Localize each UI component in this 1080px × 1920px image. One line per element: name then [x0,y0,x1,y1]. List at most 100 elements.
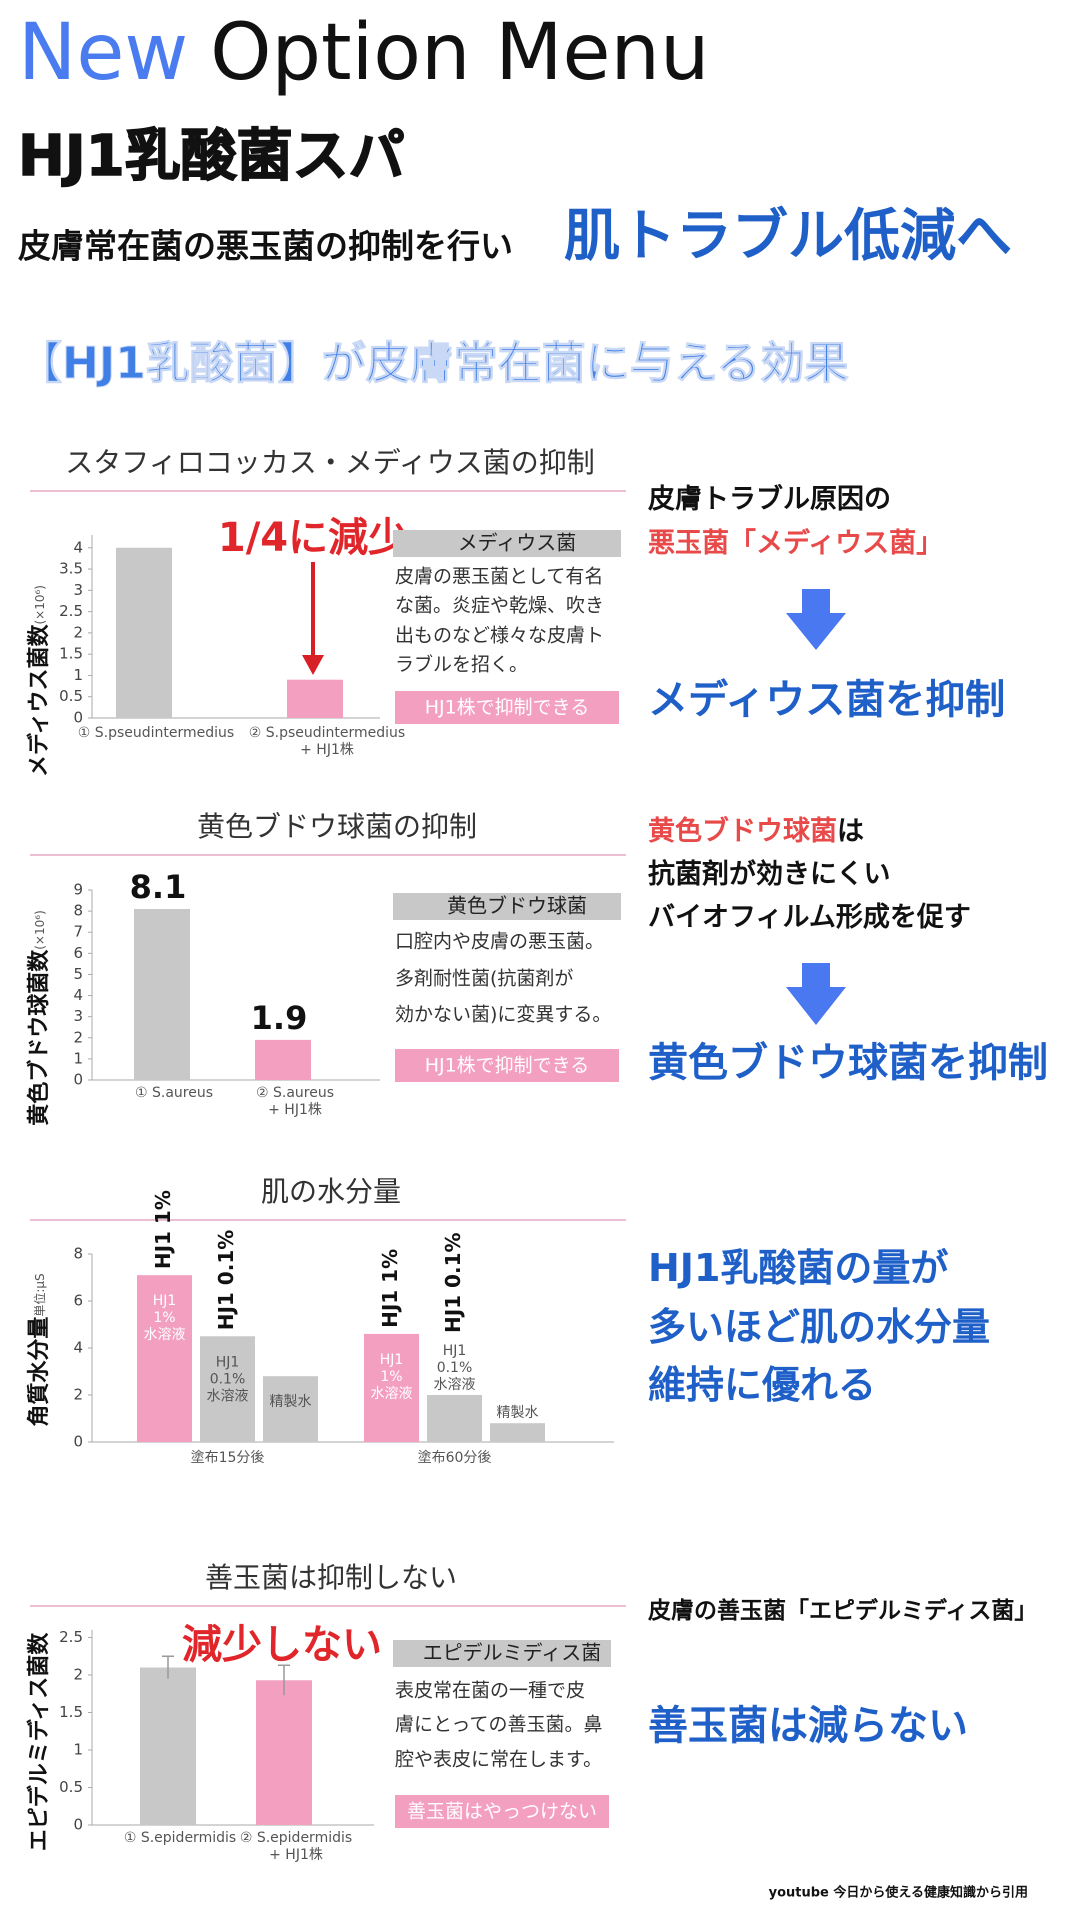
subtitle: HJ1乳酸菌スパ [18,124,405,189]
y-axis-unit: (×10⁶) [33,585,47,625]
value-label: 8.1 [130,868,187,906]
y-tick-label: 2 [73,1028,83,1046]
bar [287,679,343,718]
side-text: バイオフィルム形成を促す [648,902,971,933]
y-tick-label: 0 [73,1071,83,1089]
bar-label: 水溶液 [434,1377,476,1393]
note-body: 表皮常在菌の一種で皮 [395,1680,585,1702]
bar-label: 1% [153,1310,175,1326]
bar-label: 水溶液 [144,1327,186,1343]
note-button-label: HJ1株で抑制できる [425,1055,590,1077]
side-text-segment: は [837,816,864,847]
y-tick-label: 6 [73,1292,83,1310]
side-text-segment: 多いほど肌の水分量 [648,1305,990,1349]
down-arrow [786,589,846,650]
note-heading-bg [393,1640,611,1667]
y-tick-label: 0.5 [59,687,83,705]
y-tick-label: 4 [73,1339,83,1357]
conclusion: メディウス菌を抑制 [648,677,1005,723]
footer: youtube 今日から使える健康知識から引用 [769,1885,1028,1901]
side-text: 悪玉菌「メディウス菌」 [648,527,943,559]
y-tick-label: 3.5 [59,560,83,578]
note-body: 口腔内や皮膚の悪玉菌。 [395,931,604,953]
title-rest: Option Menu [210,8,709,98]
note-button [395,691,619,724]
conclusion: 善玉菌は減らない [648,1703,968,1749]
side-text: 黄色ブドウ球菌は [648,815,864,847]
side-text-segment: 悪玉菌「メディウス菌」 [648,527,943,559]
y-tick-label: 1.5 [59,645,83,663]
note-body: 多剤耐性菌(抗菌剤が [395,968,573,990]
main-title: New Option Menu [18,8,709,98]
bar-label: 水溶液 [371,1386,413,1402]
chart-title: 善玉菌は抑制しない [205,1561,457,1594]
side-text-segment: バイオフィルム形成を促す [648,902,971,933]
side-text-segment: HJ1乳酸菌の量が [648,1246,948,1290]
y-tick-label: 3 [73,581,83,599]
y-tick-label: 4 [73,986,83,1004]
note-body: 皮膚の悪玉菌として有名 [395,566,603,588]
note-heading: エピデルミディス菌 [423,1641,602,1665]
bar [140,1667,196,1825]
y-tick-label: 2.5 [59,1628,83,1646]
series-name: HJ1 1% [151,1190,175,1269]
note-heading: 黄色ブドウ球菌 [447,894,587,918]
y-tick-label: 5 [73,965,83,983]
chart-title: 黄色ブドウ球菌の抑制 [197,810,477,843]
bar-label: HJ1 [380,1352,404,1368]
lead: 皮膚常在菌の悪玉菌の抑制を行い [18,227,513,266]
x-tick-label: ① S.pseudintermedius [78,725,234,741]
bar-label: 水溶液 [207,1388,249,1404]
series-name: HJ1 1% [378,1249,402,1328]
bar-label: HJ1 [443,1343,467,1359]
y-tick-label: 0.5 [59,1778,83,1796]
series-name: HJ1 0.1% [441,1232,465,1333]
y-tick-label: 2 [73,1386,83,1404]
y-tick-label: 8 [73,902,83,920]
bar [200,1336,255,1442]
y-axis-title: メディウス菌数 [26,624,52,777]
y-tick-label: 2 [73,623,83,641]
note-body: 出ものなど様々な皮膚ト [395,625,604,647]
y-tick-label: 1 [73,666,83,684]
x-tick-label: 塗布60分後 [418,1449,492,1466]
chart-title: スタフィロコッカス・メディウス菌の抑制 [65,446,594,479]
y-axis-label: 黄色ブドウ球菌数(×10⁶) [26,910,52,1126]
annotation-arrowhead [302,655,324,675]
side-text-segment: 皮膚トラブル原因の [648,483,891,515]
note-body: 膚にとっての善玉菌。鼻 [395,1714,602,1736]
note-button-label: HJ1株で抑制できる [425,697,590,719]
x-tick-label: 塗布15分後 [191,1449,265,1466]
bar-label: 0.1% [210,1371,246,1387]
annotation: 減少しない [182,1622,382,1668]
y-tick-label: 0 [73,1816,83,1834]
value-label: 1.9 [251,999,308,1037]
side-text: 抗菌剤が効きにくい [648,858,890,890]
bar [116,547,172,718]
side-text: 維持に優れる [648,1363,876,1407]
note-body: 効かない菌)に変異する。 [395,1004,611,1026]
title-new: New [18,8,188,98]
side-text-segment: 皮膚の善玉菌「エピデルミディス菌」 [648,1597,1037,1624]
bar-label: 精製水 [497,1405,539,1421]
y-tick-label: 7 [73,923,83,941]
side-text-segment: 黄色ブドウ球菌 [648,815,837,847]
note-body: な菌。炎症や乾燥、吹き [395,595,604,617]
note-button-label: 善玉菌はやっつけない [407,1801,597,1823]
bar-label: 0.1% [437,1360,473,1376]
y-tick-label: 4 [73,538,83,556]
side-text-segment: 抗菌剤が効きにくい [648,858,890,890]
side-text-segment: 維持に優れる [648,1363,876,1407]
bar-label: HJ1 [216,1354,240,1370]
y-tick-label: 0 [73,1433,83,1451]
note-body: 腔や表皮に常在します。 [395,1749,602,1771]
y-tick-label: 3 [73,1007,83,1025]
y-tick-label: 6 [73,944,83,962]
bar [263,1376,318,1442]
bar [364,1333,419,1442]
side-text: 皮膚の善玉菌「エピデルミディス菌」 [648,1597,1037,1624]
lead-emphasis: 肌トラブル低減へ [564,204,1012,269]
note-body: ラブルを招く。 [395,653,528,676]
bar-label: 1% [380,1369,402,1385]
